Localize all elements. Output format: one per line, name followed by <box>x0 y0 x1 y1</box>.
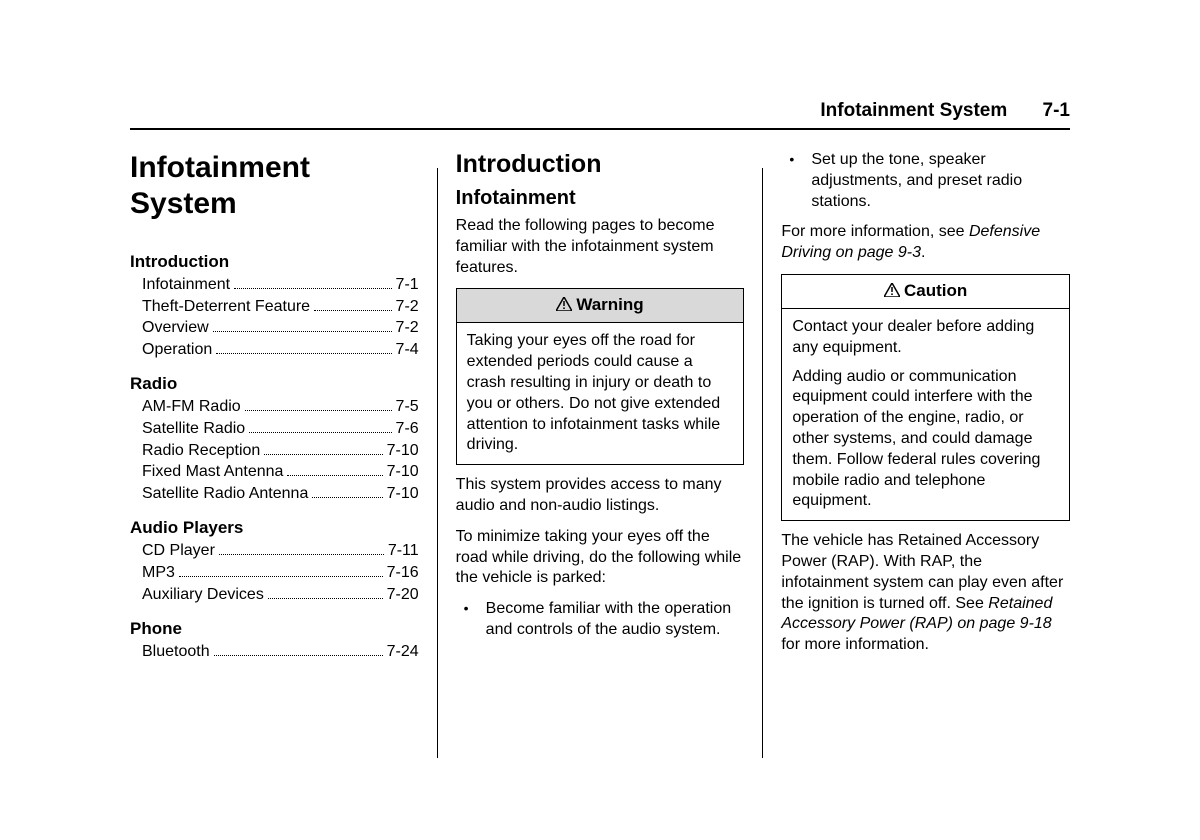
toc-item: CD Player 7-11 <box>130 540 419 562</box>
toc-item-label: Fixed Mast Antenna <box>142 461 283 483</box>
bullet-list: Set up the tone, speaker adjustments, an… <box>781 150 1070 212</box>
warning-header: Warning <box>457 289 744 323</box>
toc-item-label: AM-FM Radio <box>142 396 241 418</box>
caution-text: Adding audio or communication equipment … <box>792 367 1059 513</box>
toc-item-label: Operation <box>142 339 212 361</box>
toc-leader-dots <box>249 432 391 433</box>
toc-item-page: 7-2 <box>396 317 419 339</box>
toc-item-label: Satellite Radio Antenna <box>142 483 308 505</box>
toc-item-page: 7-16 <box>387 562 419 584</box>
caution-text: Contact your dealer before adding any eq… <box>792 317 1059 359</box>
toc-leader-dots <box>287 475 382 476</box>
toc-item: Overview 7-2 <box>130 317 419 339</box>
toc-leader-dots <box>219 554 384 555</box>
toc-item-label: Radio Reception <box>142 440 260 462</box>
toc-item-page: 7-10 <box>387 440 419 462</box>
column-3: Set up the tone, speaker adjustments, an… <box>763 150 1070 760</box>
text-run: for more information. <box>781 636 929 653</box>
header-rule <box>130 128 1070 130</box>
column-container: Infotainment System IntroductionInfotain… <box>130 150 1070 760</box>
toc-item-page: 7-10 <box>387 483 419 505</box>
toc-leader-dots <box>214 655 383 656</box>
toc-item: AM-FM Radio 7-5 <box>130 396 419 418</box>
toc-leader-dots <box>213 331 392 332</box>
text-run: . <box>921 244 925 261</box>
toc-item-label: CD Player <box>142 540 215 562</box>
caution-body: Contact your dealer before adding any eq… <box>782 309 1069 520</box>
text-run: For more information, see <box>781 223 969 240</box>
toc-item: Operation 7-4 <box>130 339 419 361</box>
warning-icon <box>556 296 572 316</box>
header-title: Infotainment System <box>820 100 1007 121</box>
body-paragraph: To minimize taking your eyes off the roa… <box>456 527 745 589</box>
bullet-item: Set up the tone, speaker adjustments, an… <box>781 150 1070 212</box>
intro-paragraph: Read the following pages to become famil… <box>456 216 745 278</box>
toc-list: AM-FM Radio7-5Satellite Radio7-6Radio Re… <box>130 396 419 504</box>
toc-leader-dots <box>264 454 382 455</box>
toc-item: Infotainment 7-1 <box>130 274 419 296</box>
warning-label: Warning <box>576 295 643 314</box>
moreinfo-paragraph: For more information, see Defensive Driv… <box>781 222 1070 264</box>
toc-group-title: Audio Players <box>130 518 419 538</box>
toc-item-page: 7-11 <box>388 540 419 562</box>
body-paragraph: This system provides access to many audi… <box>456 475 745 517</box>
toc-leader-dots <box>312 497 382 498</box>
caution-label: Caution <box>904 281 967 300</box>
caution-header: Caution <box>782 275 1069 309</box>
toc-leader-dots <box>179 576 383 577</box>
toc-item-label: MP3 <box>142 562 175 584</box>
toc-item-page: 7-5 <box>396 396 419 418</box>
toc-list: Bluetooth 7-24 <box>130 641 419 663</box>
toc-item: Auxiliary Devices 7-20 <box>130 584 419 606</box>
toc-item-page: 7-6 <box>396 418 419 440</box>
toc-leader-dots <box>216 353 391 354</box>
warning-body: Taking your eyes off the road for extend… <box>457 323 744 464</box>
toc-item: Radio Reception 7-10 <box>130 440 419 462</box>
table-of-contents: IntroductionInfotainment7-1Theft-Deterre… <box>130 252 419 663</box>
bullet-list: Become familiar with the operation and c… <box>456 599 745 641</box>
toc-item: Theft-Deterrent Feature 7-2 <box>130 296 419 318</box>
toc-item-page: 7-1 <box>396 274 419 296</box>
rap-paragraph: The vehicle has Retained Accessory Power… <box>781 531 1070 656</box>
toc-item: Satellite Radio 7-6 <box>130 418 419 440</box>
toc-item-page: 7-2 <box>396 296 419 318</box>
toc-leader-dots <box>234 288 391 289</box>
toc-item-label: Overview <box>142 317 209 339</box>
chapter-title: Infotainment System <box>130 150 419 222</box>
toc-item-page: 7-10 <box>387 461 419 483</box>
header-page-number: 7-1 <box>1043 100 1070 121</box>
column-1: Infotainment System IntroductionInfotain… <box>130 150 437 760</box>
toc-leader-dots <box>314 310 391 311</box>
toc-group-title: Radio <box>130 374 419 394</box>
toc-item-page: 7-4 <box>396 339 419 361</box>
warning-callout: Warning Taking your eyes off the road fo… <box>456 288 745 465</box>
toc-group-title: Phone <box>130 619 419 639</box>
section-heading: Introduction <box>456 150 745 179</box>
toc-group-title: Introduction <box>130 252 419 272</box>
toc-item-label: Theft-Deterrent Feature <box>142 296 310 318</box>
toc-item: Bluetooth 7-24 <box>130 641 419 663</box>
toc-leader-dots <box>245 410 392 411</box>
bullet-item: Become familiar with the operation and c… <box>456 599 745 641</box>
toc-item: MP3 7-16 <box>130 562 419 584</box>
toc-item-label: Bluetooth <box>142 641 210 663</box>
toc-item-label: Auxiliary Devices <box>142 584 264 606</box>
toc-leader-dots <box>268 598 383 599</box>
caution-icon <box>884 282 900 302</box>
toc-item-page: 7-20 <box>387 584 419 606</box>
toc-item: Satellite Radio Antenna 7-10 <box>130 483 419 505</box>
toc-item-page: 7-24 <box>387 641 419 663</box>
toc-list: Infotainment 7-1 Theft-Deterrent Feature 7-… <box>130 274 419 360</box>
warning-text: Taking your eyes off the road for extend… <box>467 331 734 456</box>
toc-list: CD Player 7-11 MP3 7-16 Auxiliary Devices 7-2… <box>130 540 419 605</box>
toc-item: Fixed Mast Antenna 7-10 <box>130 461 419 483</box>
toc-item-label: Infotainment <box>142 274 230 296</box>
column-2: Introduction Infotainment Read the follo… <box>438 150 763 760</box>
subsection-heading: Infotainment <box>456 187 745 210</box>
page-header: Infotainment System 7-1 <box>820 100 1070 122</box>
toc-item-label: Satellite Radio <box>142 418 245 440</box>
caution-callout: Caution Contact your dealer before addin… <box>781 274 1070 521</box>
